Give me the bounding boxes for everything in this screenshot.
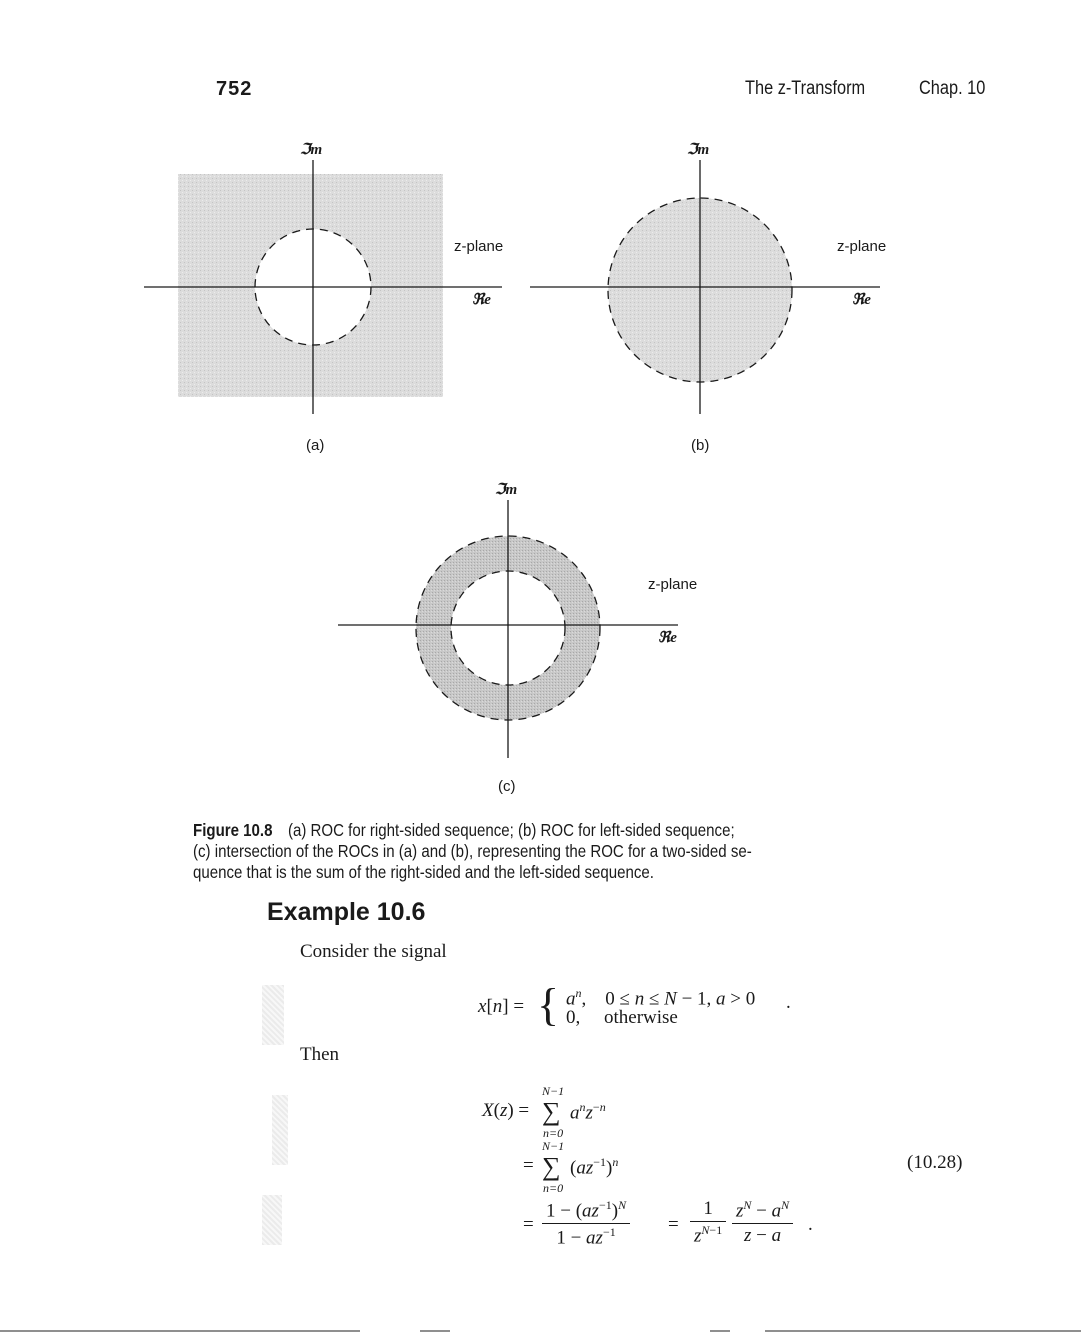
figure-panel-a: ℑm ℜe z-plane xyxy=(144,142,503,414)
z-plane-label-c: z-plane xyxy=(648,576,697,593)
caption-line-3: quence that is the sum of the right-side… xyxy=(193,862,655,882)
scan-artifact xyxy=(272,1095,288,1165)
figure-id: Figure 10.8 xyxy=(193,820,273,840)
caption-line-2: (c) intersection of the ROCs in (a) and … xyxy=(193,841,752,861)
scan-artifact xyxy=(262,1195,282,1245)
panel-label-c: (c) xyxy=(498,778,516,795)
z-plane-label-b: z-plane xyxy=(837,238,886,255)
z-plane-label-a: z-plane xyxy=(454,238,503,255)
im-axis-label-c: ℑm xyxy=(495,482,517,498)
figure-caption: Figure 10.8 (a) ROC for right-sided seque… xyxy=(193,820,833,883)
figure-panel-c: ℑm ℜe z-plane xyxy=(338,482,697,758)
re-axis-label-b: ℜe xyxy=(852,292,871,308)
re-axis-label-a: ℜe xyxy=(472,292,491,308)
example-title: Example 10.6 xyxy=(267,898,426,926)
scan-edge-rule xyxy=(0,1330,1081,1332)
chapter-label: Chap. 10 xyxy=(919,78,986,99)
im-axis-label-b: ℑm xyxy=(687,142,709,158)
re-axis-label-c: ℜe xyxy=(658,630,677,646)
example-then: Then xyxy=(300,1044,340,1065)
im-axis-label-a: ℑm xyxy=(300,142,322,158)
panel-label-a: (a) xyxy=(306,437,325,454)
figure-panel-b: ℑm ℜe z-plane xyxy=(530,142,886,414)
example-intro: Consider the signal xyxy=(300,941,447,962)
running-head: The z-Transform Chap. 10 xyxy=(745,78,997,100)
caption-line-1: (a) ROC for right-sided sequence; (b) RO… xyxy=(287,820,735,840)
running-title: The z-Transform xyxy=(745,78,866,99)
page-number: 752 xyxy=(216,78,253,100)
panel-label-b: (b) xyxy=(691,437,710,454)
scan-artifact xyxy=(262,985,284,1045)
equation-number: (10.28) xyxy=(907,1152,963,1173)
